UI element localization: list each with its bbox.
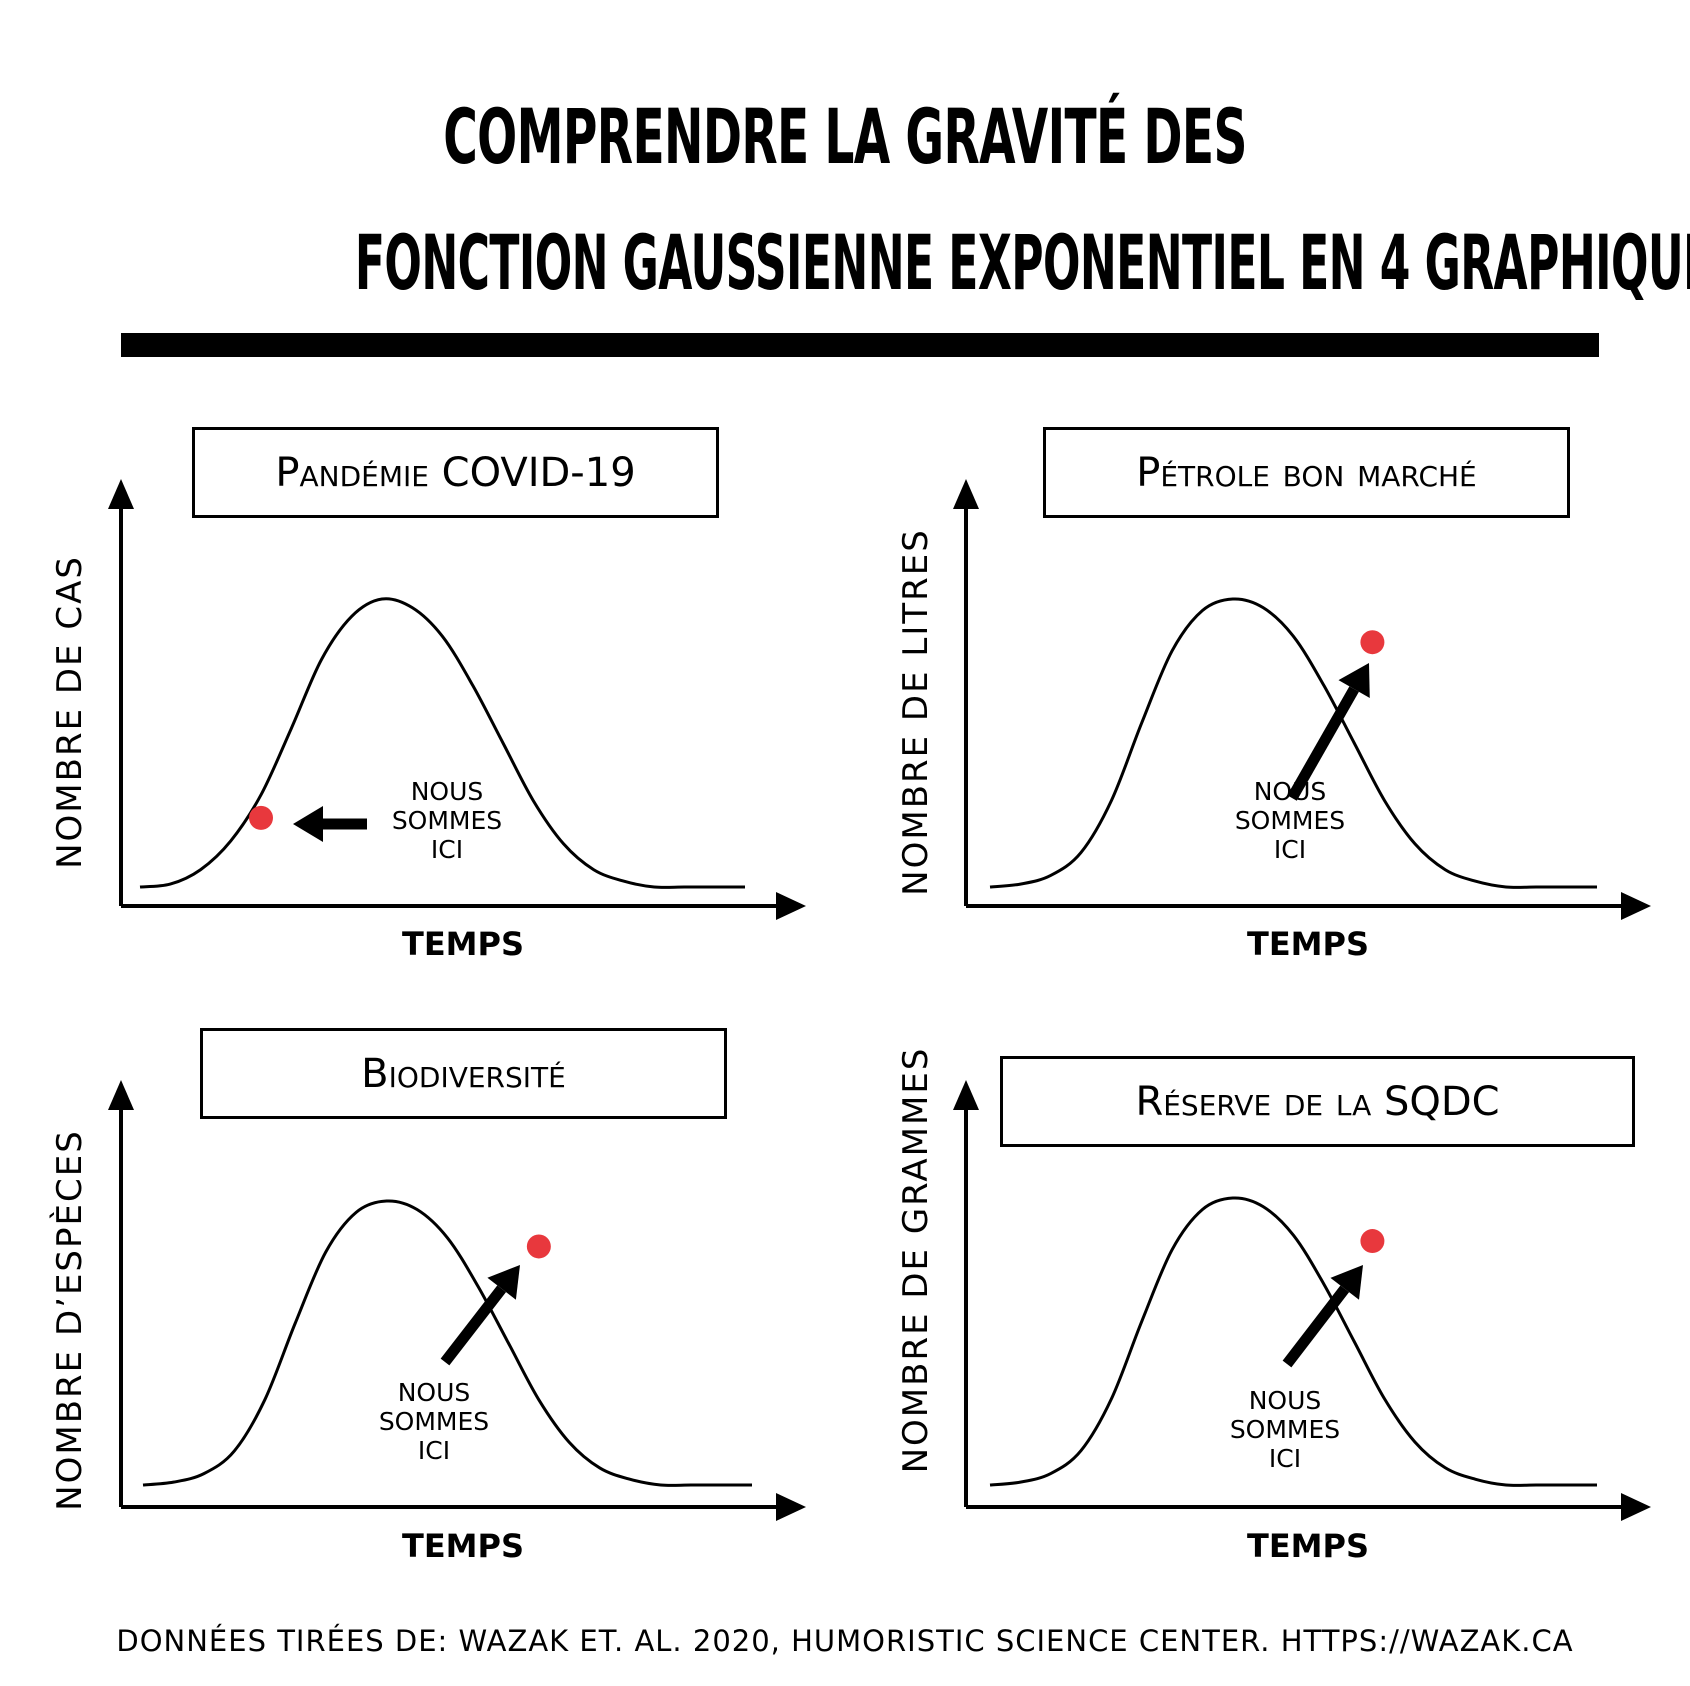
- chart-title-box: Pétrole bon marché: [1043, 427, 1570, 518]
- annotation-nous-sommes-ici: NOUS SOMMES ICI: [391, 777, 503, 864]
- footer-source: DONNÉES TIRÉES DE: WAZAK ET. AL. 2020, H…: [116, 1624, 1574, 1658]
- y-axis-arrowhead: [953, 479, 979, 509]
- annotation-arrowhead: [1330, 1265, 1363, 1300]
- x-axis-label: TEMPS: [401, 925, 525, 963]
- y-axis-arrowhead: [953, 1080, 979, 1110]
- x-axis-arrowhead: [1621, 1493, 1651, 1521]
- chart-plot: [108, 479, 806, 920]
- page-title-line-1: COMPRENDRE LA GRAVITÉ DES: [443, 92, 1247, 181]
- chart-title-box: Réserve de la SQDC: [1000, 1056, 1635, 1147]
- title-divider: [121, 333, 1599, 357]
- current-position-marker: [526, 1234, 551, 1259]
- y-axis-arrowhead: [108, 1080, 134, 1110]
- x-axis-label: TEMPS: [1246, 925, 1370, 963]
- x-axis-arrowhead: [776, 1493, 806, 1521]
- annotation-nous-sommes-ici: NOUS SOMMES ICI: [378, 1378, 490, 1465]
- chart-panel-biodiversite: Biodiversité NOMBRE D’ESPÈCES TEMPS NOUS…: [0, 1002, 845, 1632]
- current-position-marker: [1360, 630, 1385, 655]
- annotation-arrowhead: [293, 806, 323, 842]
- series-line: [139, 597, 746, 889]
- y-axis-label: NOMBRE DE CAS: [50, 555, 90, 869]
- annotation-arrowhead: [487, 1265, 520, 1300]
- annotation-arrow-shaft: [440, 1285, 507, 1366]
- series-line: [989, 597, 1598, 889]
- y-axis-label: NOMBRE DE GRAMMES: [896, 1046, 936, 1474]
- annotation-arrow-shaft: [1287, 686, 1359, 801]
- current-position-marker: [249, 805, 273, 830]
- current-position-marker: [1360, 1229, 1385, 1254]
- chart-panel-covid: Pandémie COVID-19 NOMBRE DE CAS TEMPS NO…: [0, 400, 845, 1030]
- annotation-nous-sommes-ici: NOUS SOMMES ICI: [1234, 777, 1346, 864]
- y-axis-arrowhead: [108, 479, 134, 509]
- chart-plot: [953, 479, 1651, 920]
- series-line: [989, 1196, 1597, 1487]
- x-axis-label: TEMPS: [1246, 1527, 1370, 1565]
- annotation-nous-sommes-ici: NOUS SOMMES ICI: [1229, 1386, 1341, 1473]
- chart-panel-petrole: Pétrole bon marché NOMBRE DE LITRES TEMP…: [845, 400, 1690, 1030]
- annotation-arrowhead: [1338, 663, 1370, 698]
- x-axis-label: TEMPS: [401, 1527, 525, 1565]
- chart-panel-sqdc: Réserve de la SQDC NOMBRE DE GRAMMES TEM…: [845, 1002, 1690, 1632]
- x-axis-arrowhead: [1621, 892, 1651, 920]
- chart-plot: [108, 1080, 806, 1521]
- page-title-line-2: FONCTION GAUSSIENNE EXPONENTIEL EN 4 GRA…: [354, 218, 1690, 307]
- chart-title-box: Pandémie COVID-19: [192, 427, 719, 518]
- series-line: [142, 1199, 752, 1487]
- chart-title-box: Biodiversité: [200, 1028, 727, 1119]
- y-axis-label: NOMBRE DE LITRES: [896, 528, 936, 896]
- y-axis-label: NOMBRE D’ESPÈCES: [50, 1129, 90, 1511]
- chart-plot: [953, 1080, 1651, 1521]
- annotation-arrow-shaft: [1282, 1285, 1350, 1368]
- x-axis-arrowhead: [776, 892, 806, 920]
